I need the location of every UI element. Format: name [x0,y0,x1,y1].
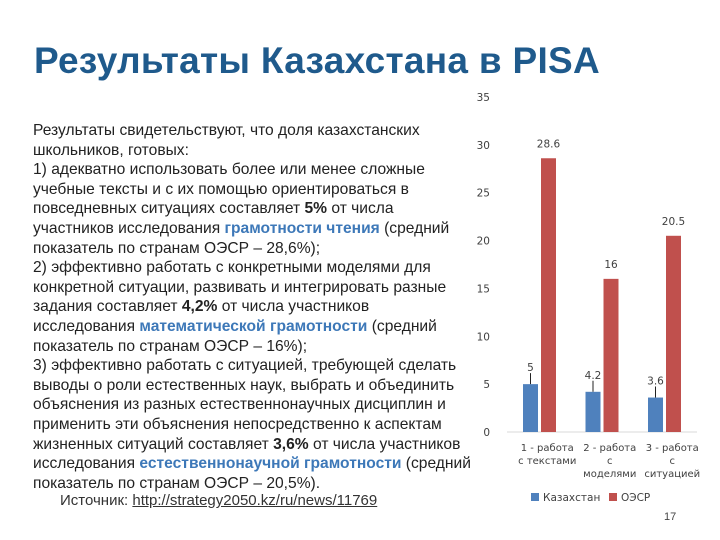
item-2-skill: математической грамотности [139,317,368,335]
x-tick-label: с [670,456,676,467]
body-text: Результаты свидетельствуют, что доля каз… [33,121,473,493]
item-3-mid: от числа участников исследования [33,435,461,473]
page-title: Результаты Казахстана в PISA [34,40,601,81]
x-tick-label: 3 - работа [646,443,699,454]
bar-oecd [666,235,681,432]
item-1-skill: грамотности чтения [224,219,380,237]
data-label: 16 [604,259,618,271]
bar-kazakhstan [523,384,538,432]
item-1-avg: (средний показатель по странам ОЭСР – 28… [33,219,450,257]
legend-label: Казахстан [543,492,600,504]
item-1: 1) адекватно использовать более или мене… [33,160,473,258]
y-tick-label: 15 [477,283,490,295]
source-label: Источник: [60,492,133,509]
data-label: 4.2 [585,370,602,382]
legend-swatch [531,493,539,501]
item-1-mid: от числа участников исследования [33,200,394,237]
y-tick-label: 25 [477,188,490,200]
y-tick-label: 20 [477,236,490,248]
bar-kazakhstan [585,391,601,432]
y-tick-label: 35 [477,92,490,104]
item-2-avg: (средний показатель по странам ОЭСР – 16… [33,317,437,355]
x-tick-label: 1 - работа [521,443,574,454]
item-3-avg: (средний показатель по странам ОЭСР – 20… [33,455,471,492]
x-tick-label: ситуацией [644,469,700,480]
bar-kazakhstan [648,397,663,432]
item-3-lead: 3) эффективно работать с ситуацией, треб… [33,357,457,453]
intro-text: Результаты свидетельствуют, что доля каз… [33,122,420,159]
legend-swatch [609,493,617,501]
data-label: 5 [527,362,534,374]
page-number: 17 [664,511,677,523]
y-tick-label: 0 [483,427,490,439]
item-2-mid: от числа участников исследования [33,298,370,335]
bar-oecd [603,278,619,432]
data-label: 3.6 [647,376,664,388]
item-3: 3) эффективно работать с ситуацией, треб… [33,356,473,493]
y-tick-label: 10 [477,331,490,343]
x-tick-label: с [607,456,613,467]
x-tick-label: моделями [583,469,636,480]
y-tick-label: 5 [483,379,490,391]
bar-oecd [541,158,556,432]
legend-label: ОЭСР [621,492,650,504]
x-tick-label: с текстами [518,456,576,467]
data-label: 28.6 [537,138,561,150]
source-note: Источник: http://strategy2050.kz/ru/news… [60,492,377,509]
x-tick-label: 2 - работа [583,443,636,454]
source-link[interactable]: http://strategy2050.kz/ru/news/11769 [132,492,378,509]
item-2: 2) эффективно работать с конкретными мод… [33,258,473,356]
data-label: 20.5 [662,216,685,228]
item-2-value: 4,2% [181,298,218,316]
item-1-value: 5% [304,200,328,218]
y-tick-label: 30 [477,140,490,152]
item-3-skill: естественнонаучной грамотности [139,455,402,473]
item-1-lead: 1) адекватно использовать более или мене… [33,161,425,218]
item-2-lead: 2) эффективно работать с конкретными мод… [33,259,447,316]
item-3-value: 3,6% [273,435,309,453]
